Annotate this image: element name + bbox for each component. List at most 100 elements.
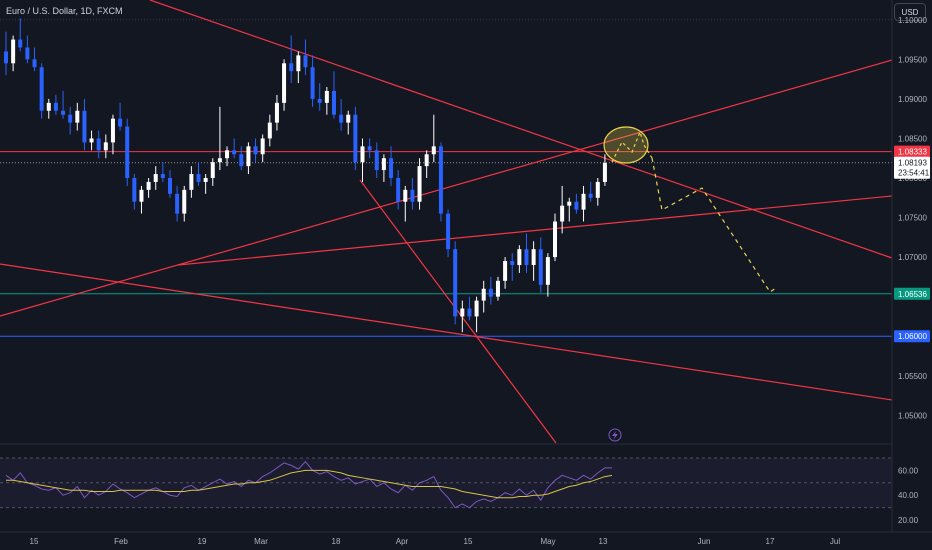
candle-body: [274, 102, 279, 123]
price-tag: 1.06536: [894, 287, 930, 300]
candle-body: [253, 146, 258, 155]
candle-body: [225, 150, 230, 159]
descending-trendline-upper: [149, 0, 893, 259]
price-tick-label: 1.09000: [898, 95, 927, 104]
misc: [608, 428, 622, 442]
candle-body: [553, 221, 558, 258]
price-tag-label: 1.08193: [898, 159, 927, 168]
candle-body: [381, 158, 386, 171]
price-tick-label: 1.05500: [898, 372, 927, 381]
price-tick-label: 1.10000: [898, 16, 927, 25]
candle-body: [282, 63, 287, 103]
lightning-icon: [608, 428, 622, 442]
price-tag-label: 1.06536: [898, 290, 927, 299]
price-tick-label: 1.05000: [898, 411, 927, 420]
time-tick-label: 13: [599, 537, 608, 546]
time-tick-label: 18: [332, 537, 341, 546]
candle-body: [446, 213, 451, 250]
candlesticks: [4, 18, 607, 333]
time-tick-label: Mar: [254, 537, 268, 546]
candle-body: [431, 146, 436, 155]
price-tick-label: 1.07000: [898, 253, 927, 262]
price-tag-bg: [894, 156, 930, 169]
candle-body: [303, 55, 308, 68]
projection-path[interactable]: [603, 126, 777, 293]
rsi-line: [5, 460, 613, 509]
price-tag-label: 1.06000: [898, 332, 927, 341]
rsi-pane: 60.00 40.00 20.00: [0, 457, 919, 525]
price-tick-label: 1.09500: [898, 55, 927, 64]
candle-body: [460, 308, 465, 317]
candle-body: [153, 174, 158, 182]
projection-wave-top: [611, 130, 653, 163]
candle-body: [182, 189, 187, 214]
candle-body: [210, 162, 215, 178]
time-tick-label: Apr: [396, 537, 409, 546]
candle-body: [317, 98, 322, 103]
ascending-trendline-long: [0, 59, 893, 317]
candle-body: [310, 67, 315, 99]
candle-body: [531, 249, 536, 266]
candle-body: [417, 166, 422, 202]
candle-body: [595, 181, 600, 198]
candle-body: [488, 288, 493, 297]
candle-body: [125, 126, 130, 178]
time-tick-label: 17: [766, 537, 775, 546]
candle-body: [353, 114, 358, 163]
target-zone-ellipse: [603, 126, 649, 164]
price-tag-bg: [894, 287, 930, 300]
candle-body: [232, 150, 237, 155]
candle-body: [203, 177, 208, 182]
candle-body: [602, 162, 607, 182]
candle-body: [146, 181, 151, 190]
candle-body: [474, 300, 479, 317]
time-tick-label: Jul: [830, 537, 840, 546]
price-tag-label: 1.08333: [898, 148, 927, 157]
candle-body: [11, 39, 16, 64]
candle-body: [517, 249, 522, 266]
time-tick-label: 15: [464, 537, 473, 546]
candle-body: [25, 47, 30, 60]
candle-body: [167, 177, 172, 194]
candle-body: [82, 110, 87, 143]
time-tick-label: 15: [30, 537, 39, 546]
candle-body: [132, 177, 137, 202]
candle-body: [39, 67, 44, 111]
candle-body: [438, 146, 443, 214]
rsi-tick-label: 20.00: [898, 516, 919, 525]
time-tick-label: May: [540, 537, 555, 546]
candle-body: [545, 257, 550, 285]
candle-body: [139, 189, 144, 202]
candle-body: [367, 146, 372, 151]
candle-body: [510, 261, 515, 266]
candle-body: [18, 39, 23, 48]
candle-body: [103, 142, 108, 151]
trend-lines[interactable]: [0, 0, 893, 444]
candle-body: [339, 114, 344, 123]
candle-body: [46, 102, 51, 111]
price-tag-bg: [894, 166, 930, 179]
currency-selector-button[interactable]: USD: [894, 3, 926, 21]
candle-body: [4, 51, 8, 64]
time-tick-label: Feb: [114, 537, 128, 546]
price-tick-label: 1.07500: [898, 214, 927, 223]
candle-body: [581, 193, 586, 210]
candle-body: [61, 110, 66, 115]
rsi-tick-label: 40.00: [898, 491, 919, 500]
candle-body: [296, 55, 301, 72]
symbol-title: Euro / U.S. Dollar, 1D, FXCM: [6, 6, 123, 16]
candle-body: [524, 249, 529, 266]
candle-body: [110, 118, 115, 143]
price-tag-bg: [894, 145, 930, 158]
candle-body: [396, 177, 401, 202]
candle-body: [424, 154, 429, 167]
rsi-ma-line: [6, 469, 613, 499]
ascending-trendline-low: [177, 195, 893, 266]
price-tick-label: 1.08500: [898, 134, 927, 143]
price-tag: 23:54:41: [894, 166, 930, 179]
candle-body: [331, 90, 336, 115]
time-tick-label: Jun: [698, 537, 711, 546]
candle-body: [260, 138, 265, 155]
